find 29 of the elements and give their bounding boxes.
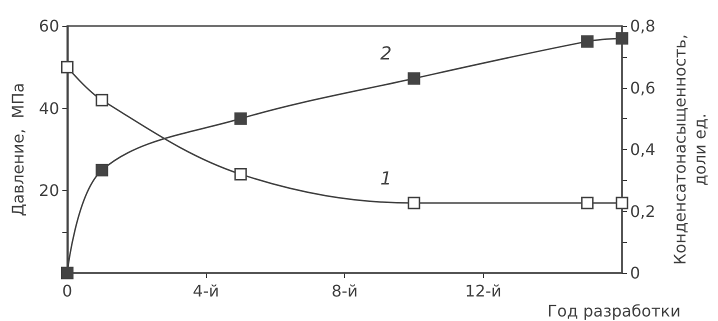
y-tick-label: 20 <box>38 181 60 200</box>
point <box>234 168 247 180</box>
point <box>61 266 74 280</box>
x-tick-label: 12-й <box>465 282 502 300</box>
series-label: 2 <box>380 44 392 65</box>
y-axis-title: Давление, МПа <box>8 82 28 216</box>
y2-axis-title: Конденсатонасыщенность, доли ед. <box>670 34 710 265</box>
point <box>96 94 108 106</box>
y2-tick-label: 0,4 <box>630 140 656 159</box>
point <box>581 35 594 48</box>
x-tick-label: 4-й <box>192 282 220 300</box>
point <box>408 72 420 85</box>
y-tick-label: 40 <box>38 98 60 118</box>
point <box>581 196 594 210</box>
point <box>616 32 628 45</box>
y-tick-label: 60 <box>38 16 60 36</box>
y2-tick-label: 0,8 <box>630 16 656 36</box>
y2-tick-label: 0 <box>630 264 640 282</box>
x-tick-label: 0 <box>62 282 72 300</box>
y2-tick-label: 0,6 <box>630 78 656 98</box>
x-tick-label: 8-й <box>331 282 358 300</box>
point <box>96 164 108 176</box>
point <box>61 60 74 74</box>
point <box>408 196 420 210</box>
y2-tick-label: 0,2 <box>630 202 656 221</box>
x-axis-title: Год разработки <box>547 302 681 320</box>
series-label: 1 <box>380 168 392 190</box>
point <box>616 196 628 210</box>
point <box>234 112 247 125</box>
